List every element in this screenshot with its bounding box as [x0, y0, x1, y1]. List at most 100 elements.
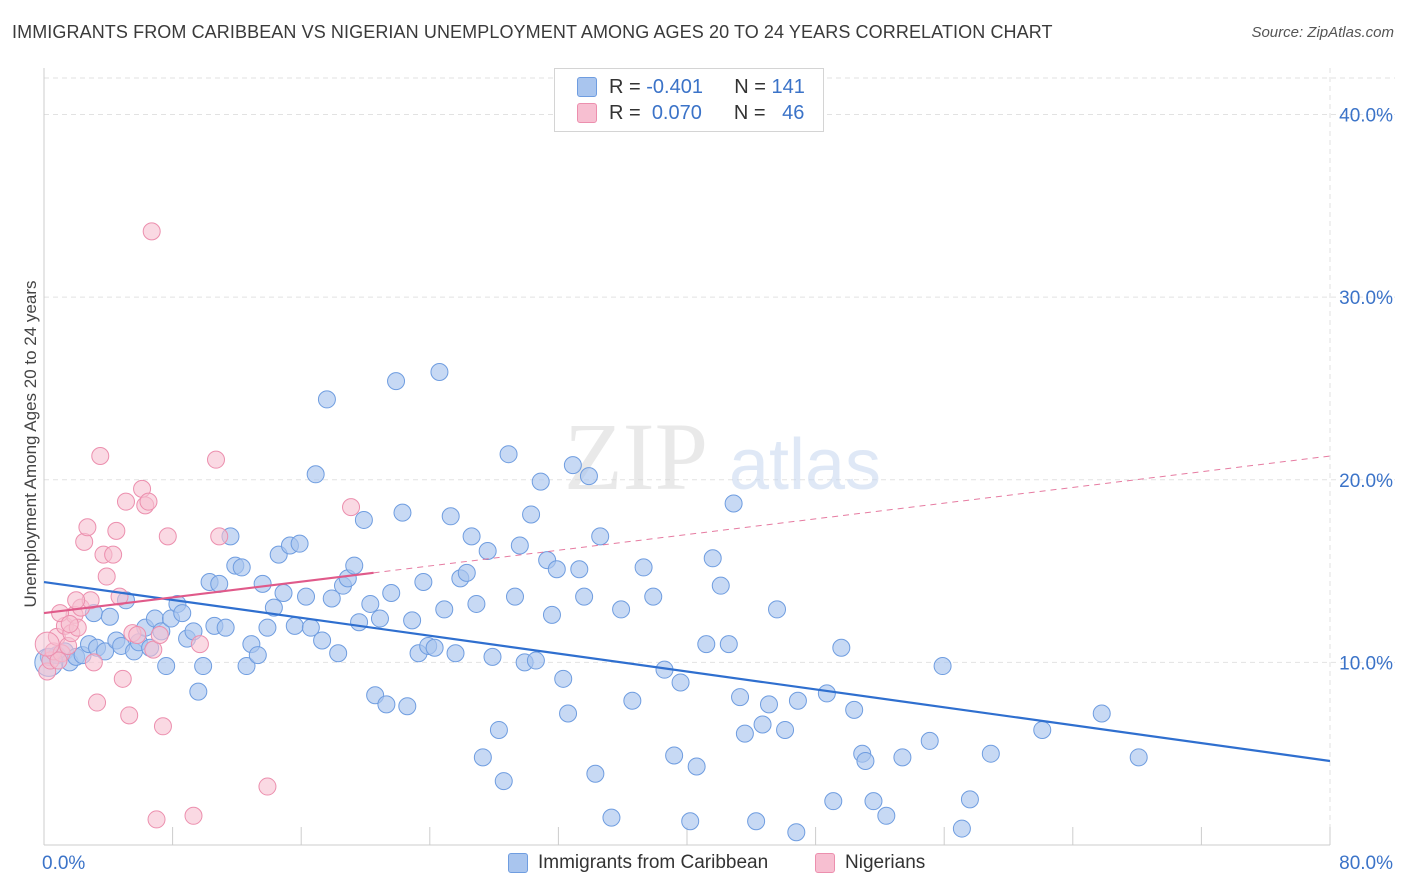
- trend-line-caribbean: [43, 580, 1331, 763]
- data-point-nigerian: [84, 653, 103, 672]
- legend-label-caribbean: Immigrants from Caribbean: [538, 852, 769, 873]
- x-tick-label: 0.0%: [42, 853, 85, 874]
- data-point-cluster: [34, 631, 60, 657]
- data-point-caribbean: [747, 812, 766, 831]
- source-label: Source: ZipAtlas.com: [1251, 24, 1394, 41]
- trend-lines: [43, 455, 1331, 763]
- data-point-caribbean: [933, 657, 952, 676]
- data-point-caribbean: [759, 695, 778, 714]
- watermark-zip: ZIP: [564, 403, 708, 510]
- watermark: ZIP atlas: [564, 403, 881, 510]
- data-point-caribbean: [329, 644, 348, 663]
- data-point-nigerian: [210, 527, 229, 546]
- data-point-caribbean: [864, 792, 883, 811]
- legend-r-value: 0.070: [651, 101, 702, 124]
- data-point-caribbean: [510, 536, 529, 555]
- data-point-caribbean: [194, 657, 213, 676]
- data-point-caribbean: [623, 691, 642, 710]
- data-point-caribbean: [473, 748, 492, 767]
- legend-row-caribbean: R = -0.401 N = 141: [577, 75, 805, 99]
- data-point-caribbean: [563, 456, 582, 475]
- legend-r-value: -0.401: [646, 75, 703, 98]
- legend-n-label: N =: [734, 75, 766, 98]
- data-point-nigerian: [139, 492, 158, 511]
- data-point-caribbean: [697, 635, 716, 654]
- chart-title: IMMIGRANTS FROM CARIBBEAN VS NIGERIAN UN…: [12, 22, 1053, 42]
- axes: [43, 68, 1331, 846]
- y-axis-label: Unemployment Among Ages 20 to 24 years: [21, 281, 40, 608]
- data-point-caribbean: [274, 583, 293, 602]
- data-point-caribbean: [687, 757, 706, 776]
- legend-label-nigerian: Nigerians: [845, 852, 926, 873]
- data-point-caribbean: [665, 746, 684, 765]
- data-point-caribbean: [877, 806, 896, 825]
- data-point-nigerian: [158, 527, 177, 546]
- data-point-caribbean: [832, 638, 851, 657]
- data-point-caribbean: [232, 558, 251, 577]
- data-point-caribbean: [817, 684, 836, 703]
- data-point-caribbean: [248, 646, 267, 665]
- legend-swatch-caribbean: [577, 77, 597, 97]
- data-point-caribbean: [478, 541, 497, 560]
- legend-item-nigerian[interactable]: Nigerians: [815, 852, 925, 874]
- data-point-caribbean: [100, 607, 119, 626]
- data-point-caribbean: [981, 744, 1000, 763]
- data-point-nigerian: [91, 447, 110, 466]
- data-point-caribbean: [403, 611, 422, 630]
- data-point-caribbean: [570, 560, 589, 579]
- data-point-caribbean: [768, 600, 787, 619]
- legend-item-caribbean[interactable]: Immigrants from Caribbean: [508, 852, 768, 874]
- x-tick-labels: 0.0% 80.0%: [42, 853, 1393, 874]
- data-point-nigerian: [67, 591, 86, 610]
- data-point-caribbean: [920, 731, 939, 750]
- data-point-caribbean: [559, 704, 578, 723]
- y-tick-label: 30.0%: [1339, 288, 1393, 309]
- data-point-caribbean: [345, 556, 364, 575]
- data-point-caribbean: [575, 587, 594, 606]
- data-point-nigerian: [107, 521, 126, 540]
- data-point-nigerian: [88, 693, 107, 712]
- data-point-caribbean: [361, 594, 380, 613]
- data-point-nigerian: [342, 498, 361, 517]
- data-point-caribbean: [370, 609, 389, 628]
- data-point-caribbean: [952, 819, 971, 838]
- data-point-nigerian: [190, 635, 209, 654]
- data-point-caribbean: [173, 604, 192, 623]
- data-point-caribbean: [731, 688, 750, 707]
- data-point-caribbean: [317, 390, 336, 409]
- data-point-caribbean: [753, 715, 772, 734]
- data-point-nigerian: [150, 625, 169, 644]
- data-point-caribbean: [776, 720, 795, 739]
- data-point-caribbean: [526, 651, 545, 670]
- x-tick-label: 80.0%: [1339, 853, 1393, 874]
- data-point-caribbean: [435, 600, 454, 619]
- data-point-nigerian: [184, 806, 203, 825]
- data-point-nigerian: [142, 222, 161, 241]
- data-point-caribbean: [285, 616, 304, 635]
- data-point-caribbean: [264, 598, 283, 617]
- legend-n-label: N =: [733, 101, 766, 124]
- data-point-nigerian: [104, 545, 123, 564]
- data-point-nigerian: [113, 669, 132, 688]
- data-point-nigerian: [75, 532, 94, 551]
- data-point-caribbean: [960, 790, 979, 809]
- data-point-caribbean: [856, 751, 875, 770]
- data-point-nigerian: [258, 777, 277, 796]
- data-point-caribbean: [1033, 720, 1052, 739]
- legend-swatch-nigerian: [815, 853, 835, 873]
- data-point-caribbean: [483, 647, 502, 666]
- y-tick-label: 10.0%: [1339, 653, 1393, 674]
- data-point-nigerian: [147, 810, 166, 829]
- data-point-caribbean: [354, 510, 373, 529]
- data-point-nigerian: [49, 651, 68, 670]
- data-point-nigerian: [78, 518, 97, 537]
- data-point-caribbean: [788, 691, 807, 710]
- nigerian-points: [34, 222, 361, 829]
- data-point-caribbean: [237, 657, 256, 676]
- data-point-caribbean: [446, 644, 465, 663]
- data-point-caribbean: [612, 600, 631, 619]
- legend-swatch-nigerian: [577, 103, 597, 123]
- data-point-caribbean: [531, 472, 550, 491]
- legend-n-value: 46: [782, 101, 805, 124]
